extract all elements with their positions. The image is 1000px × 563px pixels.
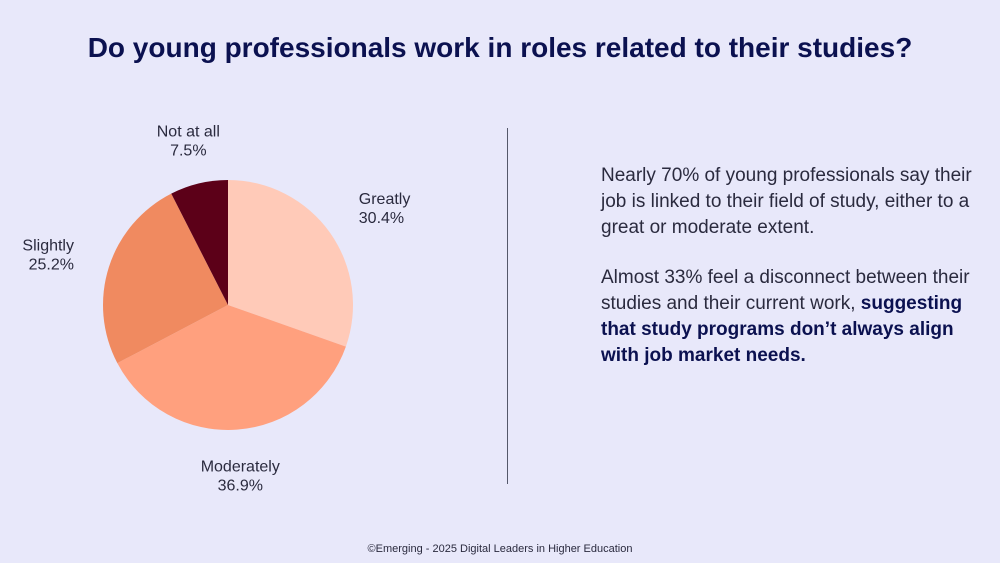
insights-text: Nearly 70% of young professionals say th… bbox=[601, 163, 981, 369]
pie-label-greatly: Greatly bbox=[359, 191, 411, 208]
pie-slice-greatly bbox=[228, 180, 353, 347]
pie-label-slightly: Slightly bbox=[22, 237, 74, 254]
pie-chart: Greatly 30.4% Moderately 36.9% Slightly 25.2%… bbox=[22, 124, 410, 495]
pie-slice-moderately bbox=[117, 305, 346, 431]
chart-title: Do young professionals work in roles rel… bbox=[87, 32, 913, 63]
pie-value-moderately: 36.9% bbox=[218, 478, 263, 495]
pie-value-slightly: 25.2% bbox=[29, 256, 74, 273]
pie-label-moderately: Moderately bbox=[201, 459, 280, 476]
divider bbox=[507, 128, 508, 484]
insight-paragraph-2: Almost 33% feel a disconnect between the… bbox=[601, 265, 981, 369]
pie-label-not-at-all: Not at all bbox=[157, 124, 220, 141]
pie-value-greatly: 30.4% bbox=[359, 210, 404, 227]
pie-value-not-at-all: 7.5% bbox=[170, 143, 206, 160]
pie-slice-slightly bbox=[102, 193, 228, 364]
pie-slice-not-at-all bbox=[171, 180, 228, 305]
footer-copyright: ©Emerging - 2025 Digital Leaders in High… bbox=[367, 543, 633, 555]
insight-paragraph-1: Nearly 70% of young professionals say th… bbox=[601, 165, 972, 238]
pie-labels: Greatly 30.4% Moderately 36.9% Slightly 25.2%… bbox=[22, 124, 410, 495]
insight-paragraph-2-bold: suggesting that study programs don’t alw… bbox=[601, 293, 963, 366]
pie-slices bbox=[102, 180, 353, 431]
insight-paragraph-2-normal: Almost 33% feel a disconnect between the… bbox=[601, 267, 970, 314]
